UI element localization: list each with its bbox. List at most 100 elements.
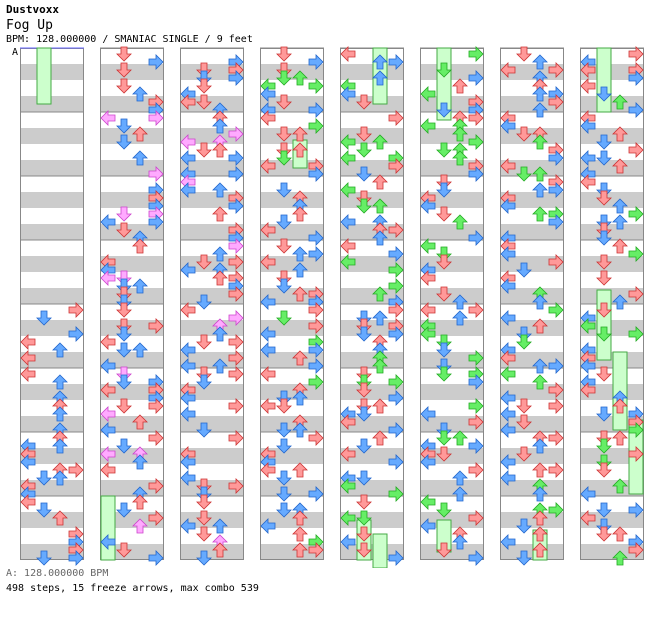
beat-band bbox=[180, 544, 244, 560]
right-arrow-icon bbox=[228, 238, 244, 254]
beat-band bbox=[180, 96, 244, 112]
left-arrow-icon bbox=[340, 414, 356, 430]
down-arrow-icon bbox=[596, 326, 612, 342]
right-arrow-icon bbox=[628, 446, 644, 462]
left-arrow-icon bbox=[20, 366, 36, 382]
beat-band bbox=[100, 224, 164, 240]
left-arrow-icon bbox=[580, 78, 596, 94]
beat-band bbox=[580, 512, 644, 528]
right-arrow-icon bbox=[468, 398, 484, 414]
right-arrow-icon bbox=[148, 398, 164, 414]
left-arrow-icon bbox=[180, 134, 196, 150]
up-arrow-icon bbox=[532, 358, 548, 374]
left-arrow-icon bbox=[260, 86, 276, 102]
left-arrow-icon bbox=[100, 110, 116, 126]
down-arrow-icon bbox=[596, 302, 612, 318]
up-arrow-icon bbox=[612, 550, 628, 566]
right-arrow-icon bbox=[228, 70, 244, 86]
column-border bbox=[420, 48, 484, 560]
right-arrow-icon bbox=[388, 550, 404, 566]
down-arrow-icon bbox=[516, 398, 532, 414]
down-arrow-icon bbox=[356, 470, 372, 486]
right-arrow-icon bbox=[468, 166, 484, 182]
right-arrow-icon bbox=[308, 318, 324, 334]
beat-band bbox=[500, 352, 564, 368]
beat-band bbox=[100, 288, 164, 304]
down-arrow-icon bbox=[516, 414, 532, 430]
left-arrow-icon bbox=[180, 94, 196, 110]
beat-band bbox=[420, 128, 484, 144]
down-arrow-icon bbox=[196, 294, 212, 310]
right-arrow-icon bbox=[228, 254, 244, 270]
up-arrow-icon bbox=[52, 470, 68, 486]
beat-band bbox=[100, 544, 164, 560]
beat-band bbox=[20, 224, 84, 240]
beat-band bbox=[100, 160, 164, 176]
up-arrow-icon bbox=[372, 430, 388, 446]
up-arrow-icon bbox=[452, 150, 468, 166]
beat-band bbox=[340, 480, 404, 496]
right-arrow-icon bbox=[388, 454, 404, 470]
right-arrow-icon bbox=[468, 110, 484, 126]
down-arrow-icon bbox=[516, 550, 532, 566]
beat-band bbox=[340, 352, 404, 368]
down-arrow-icon bbox=[596, 462, 612, 478]
beat-band bbox=[100, 416, 164, 432]
right-arrow-icon bbox=[468, 70, 484, 86]
left-arrow-icon bbox=[420, 198, 436, 214]
up-arrow-icon bbox=[612, 398, 628, 414]
down-arrow-icon bbox=[116, 374, 132, 390]
right-arrow-icon bbox=[548, 214, 564, 230]
right-arrow-icon bbox=[228, 310, 244, 326]
down-arrow-icon bbox=[276, 142, 292, 158]
down-arrow-icon bbox=[116, 222, 132, 238]
up-arrow-icon bbox=[292, 286, 308, 302]
up-arrow-icon bbox=[452, 126, 468, 142]
down-arrow-icon bbox=[276, 46, 292, 62]
beat-band bbox=[100, 96, 164, 112]
column-border bbox=[340, 48, 404, 560]
left-arrow-icon bbox=[100, 270, 116, 286]
left-arrow-icon bbox=[180, 518, 196, 534]
beat-band bbox=[20, 384, 84, 400]
beat-band bbox=[180, 288, 244, 304]
up-arrow-icon bbox=[532, 134, 548, 150]
right-arrow-icon bbox=[548, 502, 564, 518]
left-arrow-icon bbox=[100, 214, 116, 230]
right-arrow-icon bbox=[148, 166, 164, 182]
right-arrow-icon bbox=[68, 462, 84, 478]
right-arrow-icon bbox=[628, 70, 644, 86]
beat-band bbox=[500, 544, 564, 560]
down-arrow-icon bbox=[596, 270, 612, 286]
down-arrow-icon bbox=[596, 86, 612, 102]
down-arrow-icon bbox=[276, 182, 292, 198]
beat-band bbox=[100, 512, 164, 528]
left-arrow-icon bbox=[500, 390, 516, 406]
beat-band bbox=[260, 480, 324, 496]
up-arrow-icon bbox=[292, 526, 308, 542]
up-arrow-icon bbox=[532, 438, 548, 454]
beat-band bbox=[580, 224, 644, 240]
left-arrow-icon bbox=[180, 302, 196, 318]
down-arrow-icon bbox=[116, 318, 132, 334]
down-arrow-icon bbox=[436, 182, 452, 198]
beat-band bbox=[260, 512, 324, 528]
beat-band bbox=[180, 64, 244, 80]
left-arrow-icon bbox=[180, 406, 196, 422]
right-arrow-icon bbox=[388, 246, 404, 262]
down-arrow-icon bbox=[116, 46, 132, 62]
right-arrow-icon bbox=[548, 94, 564, 110]
down-arrow-icon bbox=[116, 294, 132, 310]
down-arrow-icon bbox=[596, 222, 612, 238]
right-arrow-icon bbox=[68, 302, 84, 318]
down-arrow-icon bbox=[596, 214, 612, 230]
beat-band bbox=[340, 160, 404, 176]
up-arrow-icon bbox=[372, 54, 388, 70]
left-arrow-icon bbox=[180, 454, 196, 470]
right-arrow-icon bbox=[308, 102, 324, 118]
left-arrow-icon bbox=[260, 342, 276, 358]
left-arrow-icon bbox=[100, 446, 116, 462]
beat-band bbox=[180, 320, 244, 336]
right-arrow-icon bbox=[628, 142, 644, 158]
down-arrow-icon bbox=[356, 494, 372, 510]
